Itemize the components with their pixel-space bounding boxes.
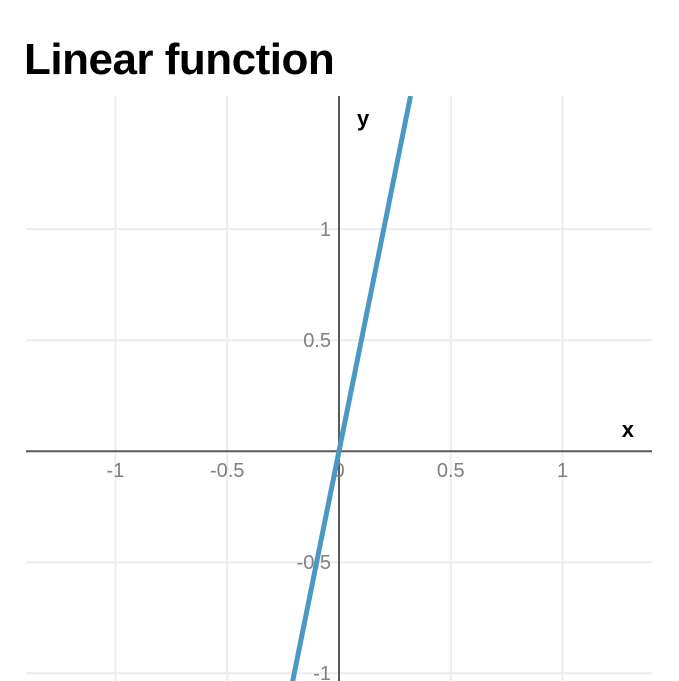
x-tick-label: 0.5 <box>437 460 465 482</box>
page: Linear function -1-0.500.51-1-0.50.51xy <box>0 0 679 681</box>
y-axis-label: y <box>357 106 370 131</box>
y-tick-label: 0.5 <box>303 330 331 352</box>
y-tick-label: -1 <box>313 663 331 681</box>
x-axis-label: x <box>622 417 635 442</box>
y-tick-label: 1 <box>320 219 331 241</box>
chart-svg: -1-0.500.51-1-0.50.51xy <box>26 96 652 681</box>
x-tick-label: -0.5 <box>210 460 244 482</box>
linear-chart: -1-0.500.51-1-0.50.51xy <box>26 96 652 681</box>
page-title: Linear function <box>24 35 334 85</box>
x-tick-label: -1 <box>107 460 125 482</box>
x-tick-label: 1 <box>557 460 568 482</box>
